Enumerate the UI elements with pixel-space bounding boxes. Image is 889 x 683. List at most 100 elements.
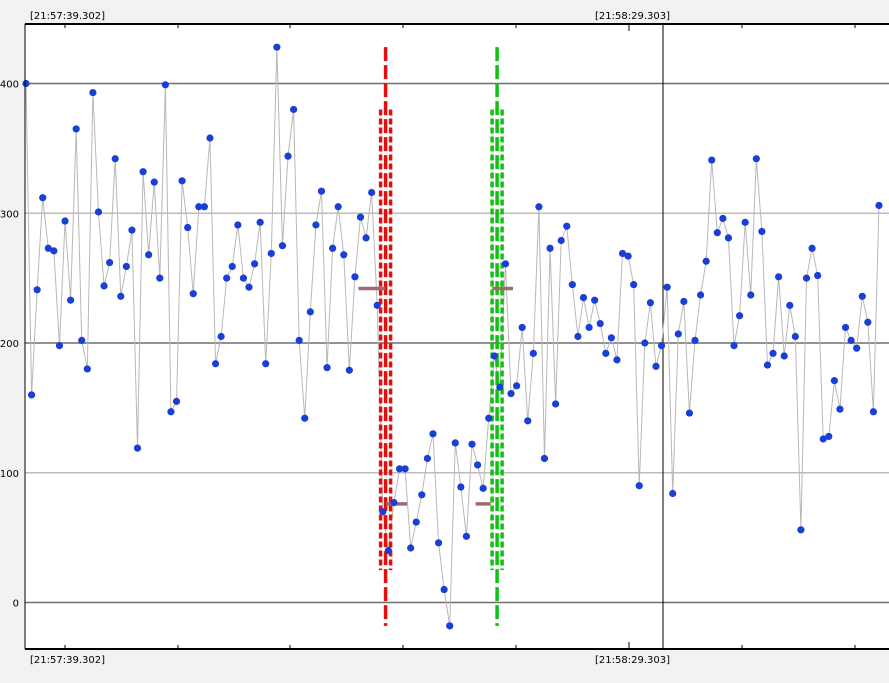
data-point bbox=[267, 249, 275, 258]
data-point bbox=[685, 409, 694, 417]
data-point bbox=[334, 203, 342, 211]
data-point bbox=[250, 260, 259, 268]
data-point bbox=[752, 155, 760, 163]
data-point bbox=[55, 341, 64, 350]
data-point bbox=[379, 508, 387, 516]
data-point bbox=[446, 622, 454, 630]
data-point bbox=[663, 283, 671, 291]
data-point bbox=[284, 152, 292, 160]
data-point bbox=[72, 125, 80, 133]
data-point bbox=[184, 223, 192, 232]
data-point bbox=[94, 208, 103, 216]
data-point bbox=[83, 365, 91, 373]
series-line bbox=[25, 47, 880, 626]
data-point bbox=[825, 432, 833, 441]
y-tick-label-300: 300 bbox=[0, 209, 19, 220]
data-point bbox=[524, 417, 532, 425]
data-point bbox=[156, 274, 164, 282]
data-point bbox=[440, 585, 448, 594]
y-tick-label-400: 400 bbox=[0, 80, 19, 91]
data-point bbox=[172, 397, 181, 405]
y-tick-label-100: 100 bbox=[0, 469, 19, 480]
data-point bbox=[39, 194, 47, 202]
data-point bbox=[89, 88, 97, 97]
bottom-time-label-2: [21:58:29.303] bbox=[595, 655, 670, 666]
data-point bbox=[607, 334, 615, 342]
data-point bbox=[301, 414, 309, 422]
data-point bbox=[340, 251, 348, 259]
data-point bbox=[150, 178, 158, 186]
data-point bbox=[747, 291, 755, 299]
data-point bbox=[323, 364, 331, 372]
data-point bbox=[295, 336, 303, 345]
data-point bbox=[841, 323, 850, 332]
data-point bbox=[106, 258, 114, 267]
data-point bbox=[875, 201, 883, 210]
data-point bbox=[546, 244, 554, 252]
data-point bbox=[552, 400, 560, 408]
data-point bbox=[869, 408, 878, 416]
data-point bbox=[736, 312, 744, 320]
data-point bbox=[802, 274, 811, 282]
data-point bbox=[591, 296, 599, 304]
data-point bbox=[100, 282, 108, 290]
data-point bbox=[351, 273, 359, 281]
data-point bbox=[278, 242, 287, 250]
data-point bbox=[596, 319, 604, 328]
data-point bbox=[200, 203, 208, 211]
axis-ticks bbox=[64, 24, 856, 649]
data-point bbox=[167, 408, 175, 416]
data-point bbox=[641, 339, 649, 347]
data-point bbox=[329, 244, 337, 252]
data-point bbox=[674, 330, 682, 338]
data-point bbox=[713, 229, 721, 237]
data-point bbox=[518, 323, 526, 332]
data-point bbox=[624, 252, 632, 260]
data-point bbox=[630, 281, 638, 289]
data-point bbox=[769, 349, 777, 357]
data-point bbox=[412, 518, 420, 526]
data-point bbox=[429, 430, 437, 438]
data-point bbox=[128, 226, 136, 234]
data-point bbox=[211, 360, 220, 368]
data-point bbox=[451, 439, 459, 447]
data-point bbox=[133, 444, 142, 452]
data-point bbox=[763, 361, 772, 369]
data-point bbox=[669, 489, 677, 498]
data-point bbox=[418, 491, 426, 499]
data-point bbox=[189, 290, 197, 298]
data-point bbox=[635, 482, 643, 490]
data-point bbox=[373, 301, 381, 309]
data-point bbox=[462, 532, 471, 540]
data-point bbox=[468, 440, 476, 448]
data-point bbox=[864, 318, 872, 326]
data-point bbox=[368, 188, 376, 197]
top-time-label-1: [21:57:39.302] bbox=[30, 11, 105, 22]
data-point bbox=[808, 244, 816, 252]
y-tick-label-200: 200 bbox=[0, 339, 19, 350]
data-point bbox=[384, 547, 392, 555]
bottom-time-label-1: [21:57:39.302] bbox=[30, 655, 105, 666]
data-point bbox=[602, 349, 610, 357]
data-point bbox=[161, 81, 169, 89]
data-point bbox=[585, 323, 593, 332]
data-point bbox=[613, 356, 621, 364]
data-point bbox=[117, 292, 125, 300]
data-point bbox=[819, 435, 827, 443]
data-point bbox=[22, 79, 30, 88]
data-point bbox=[708, 156, 716, 164]
data-point bbox=[290, 105, 298, 114]
data-point bbox=[507, 390, 515, 398]
data-point bbox=[618, 249, 627, 258]
data-point bbox=[563, 222, 571, 230]
top-time-label-2: [21:58:29.303] bbox=[595, 11, 670, 22]
data-point bbox=[775, 273, 783, 281]
data-point bbox=[407, 544, 415, 552]
data-point bbox=[390, 498, 398, 507]
data-point bbox=[434, 539, 443, 547]
data-point bbox=[680, 297, 688, 306]
data-point bbox=[178, 177, 186, 185]
data-point bbox=[423, 454, 431, 463]
data-point bbox=[44, 244, 52, 252]
